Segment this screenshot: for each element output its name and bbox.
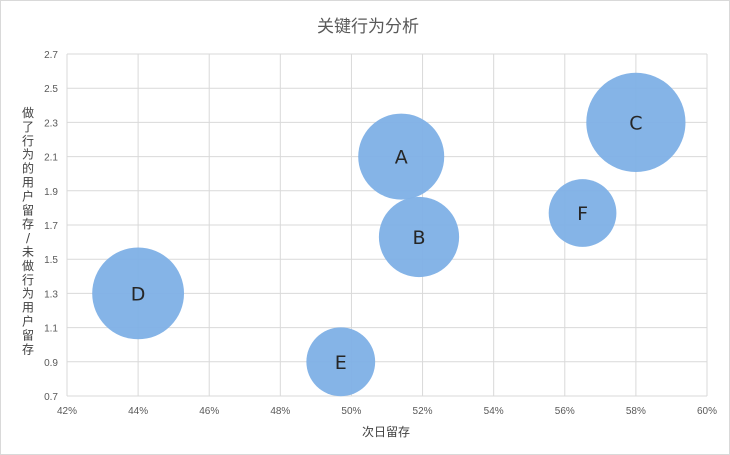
y-axis-label-char: 留 xyxy=(22,328,34,342)
y-axis-label-char: 用 xyxy=(22,301,34,315)
bubble-label: B xyxy=(412,227,425,249)
bubble-c xyxy=(586,72,686,172)
x-tick-label: 46% xyxy=(199,406,219,417)
bubble-label: C xyxy=(629,112,642,134)
y-tick-label: 0.9 xyxy=(44,358,58,369)
bubble-label: A xyxy=(395,147,408,169)
x-tick-label: 44% xyxy=(128,406,148,417)
y-axis-label-char: 用 xyxy=(22,176,34,190)
y-tick-label: 1.3 xyxy=(44,289,58,300)
x-tick-label: 58% xyxy=(626,406,646,417)
tick-labels: 42% 44% 46% 48% 50% 52% 54% 56% 58% 60% 0.7 0.9 1.1 1… xyxy=(44,50,717,417)
y-tick-label: 1.9 xyxy=(44,187,58,198)
y-tick-label: 2.3 xyxy=(44,118,58,129)
x-tick-label: 48% xyxy=(270,406,290,417)
y-axis-label-char: 未 xyxy=(22,245,34,259)
bubble-e xyxy=(306,327,376,397)
bubble-a xyxy=(358,113,445,200)
bubble-label: E xyxy=(335,352,347,374)
y-axis-label-char: 留 xyxy=(22,203,34,217)
bubble-label: D xyxy=(131,283,146,305)
y-tick-label: 1.7 xyxy=(44,221,58,232)
y-axis-label-char: 的 xyxy=(22,161,34,176)
x-tick-label: 52% xyxy=(413,406,433,417)
y-axis-label-char: 了 xyxy=(22,120,34,134)
x-tick-label: 42% xyxy=(57,406,77,417)
bubble-label: F xyxy=(577,203,588,225)
y-axis-label-char: 户 xyxy=(22,188,34,203)
y-axis-label-char: 为 xyxy=(22,148,34,162)
y-axis-label-char: 存 xyxy=(22,217,34,231)
y-tick-label: 2.7 xyxy=(44,50,58,61)
bubble-b xyxy=(378,196,460,278)
x-tick-label: 56% xyxy=(555,406,575,417)
y-tick-label: 2.5 xyxy=(44,84,58,95)
bubble-f xyxy=(548,179,617,247)
y-tick-label: 2.1 xyxy=(44,153,58,164)
x-tick-label: 60% xyxy=(697,406,717,417)
y-tick-label: 1.1 xyxy=(44,324,58,335)
y-axis-label-char: 行 xyxy=(22,273,34,287)
y-axis-label-char: 做 xyxy=(22,105,34,120)
x-tick-label: 50% xyxy=(341,406,361,417)
x-axis-label: 次日留存 xyxy=(362,425,410,439)
chart-title: 关键行为分析 xyxy=(317,17,419,37)
y-axis-label-char: 户 xyxy=(22,314,34,329)
y-axis-label-char: 行 xyxy=(22,134,34,148)
bubble-d xyxy=(92,247,185,340)
y-axis-label-char: 存 xyxy=(22,342,34,356)
bubbles: A B C D E F xyxy=(92,72,686,397)
y-axis-label-char: 为 xyxy=(22,287,34,301)
x-tick-label: 54% xyxy=(484,406,504,417)
y-tick-label: 0.7 xyxy=(44,392,58,403)
y-tick-label: 1.5 xyxy=(44,255,58,266)
y-axis-label-char: / xyxy=(26,231,31,245)
y-axis-label-char: 做 xyxy=(22,258,34,273)
